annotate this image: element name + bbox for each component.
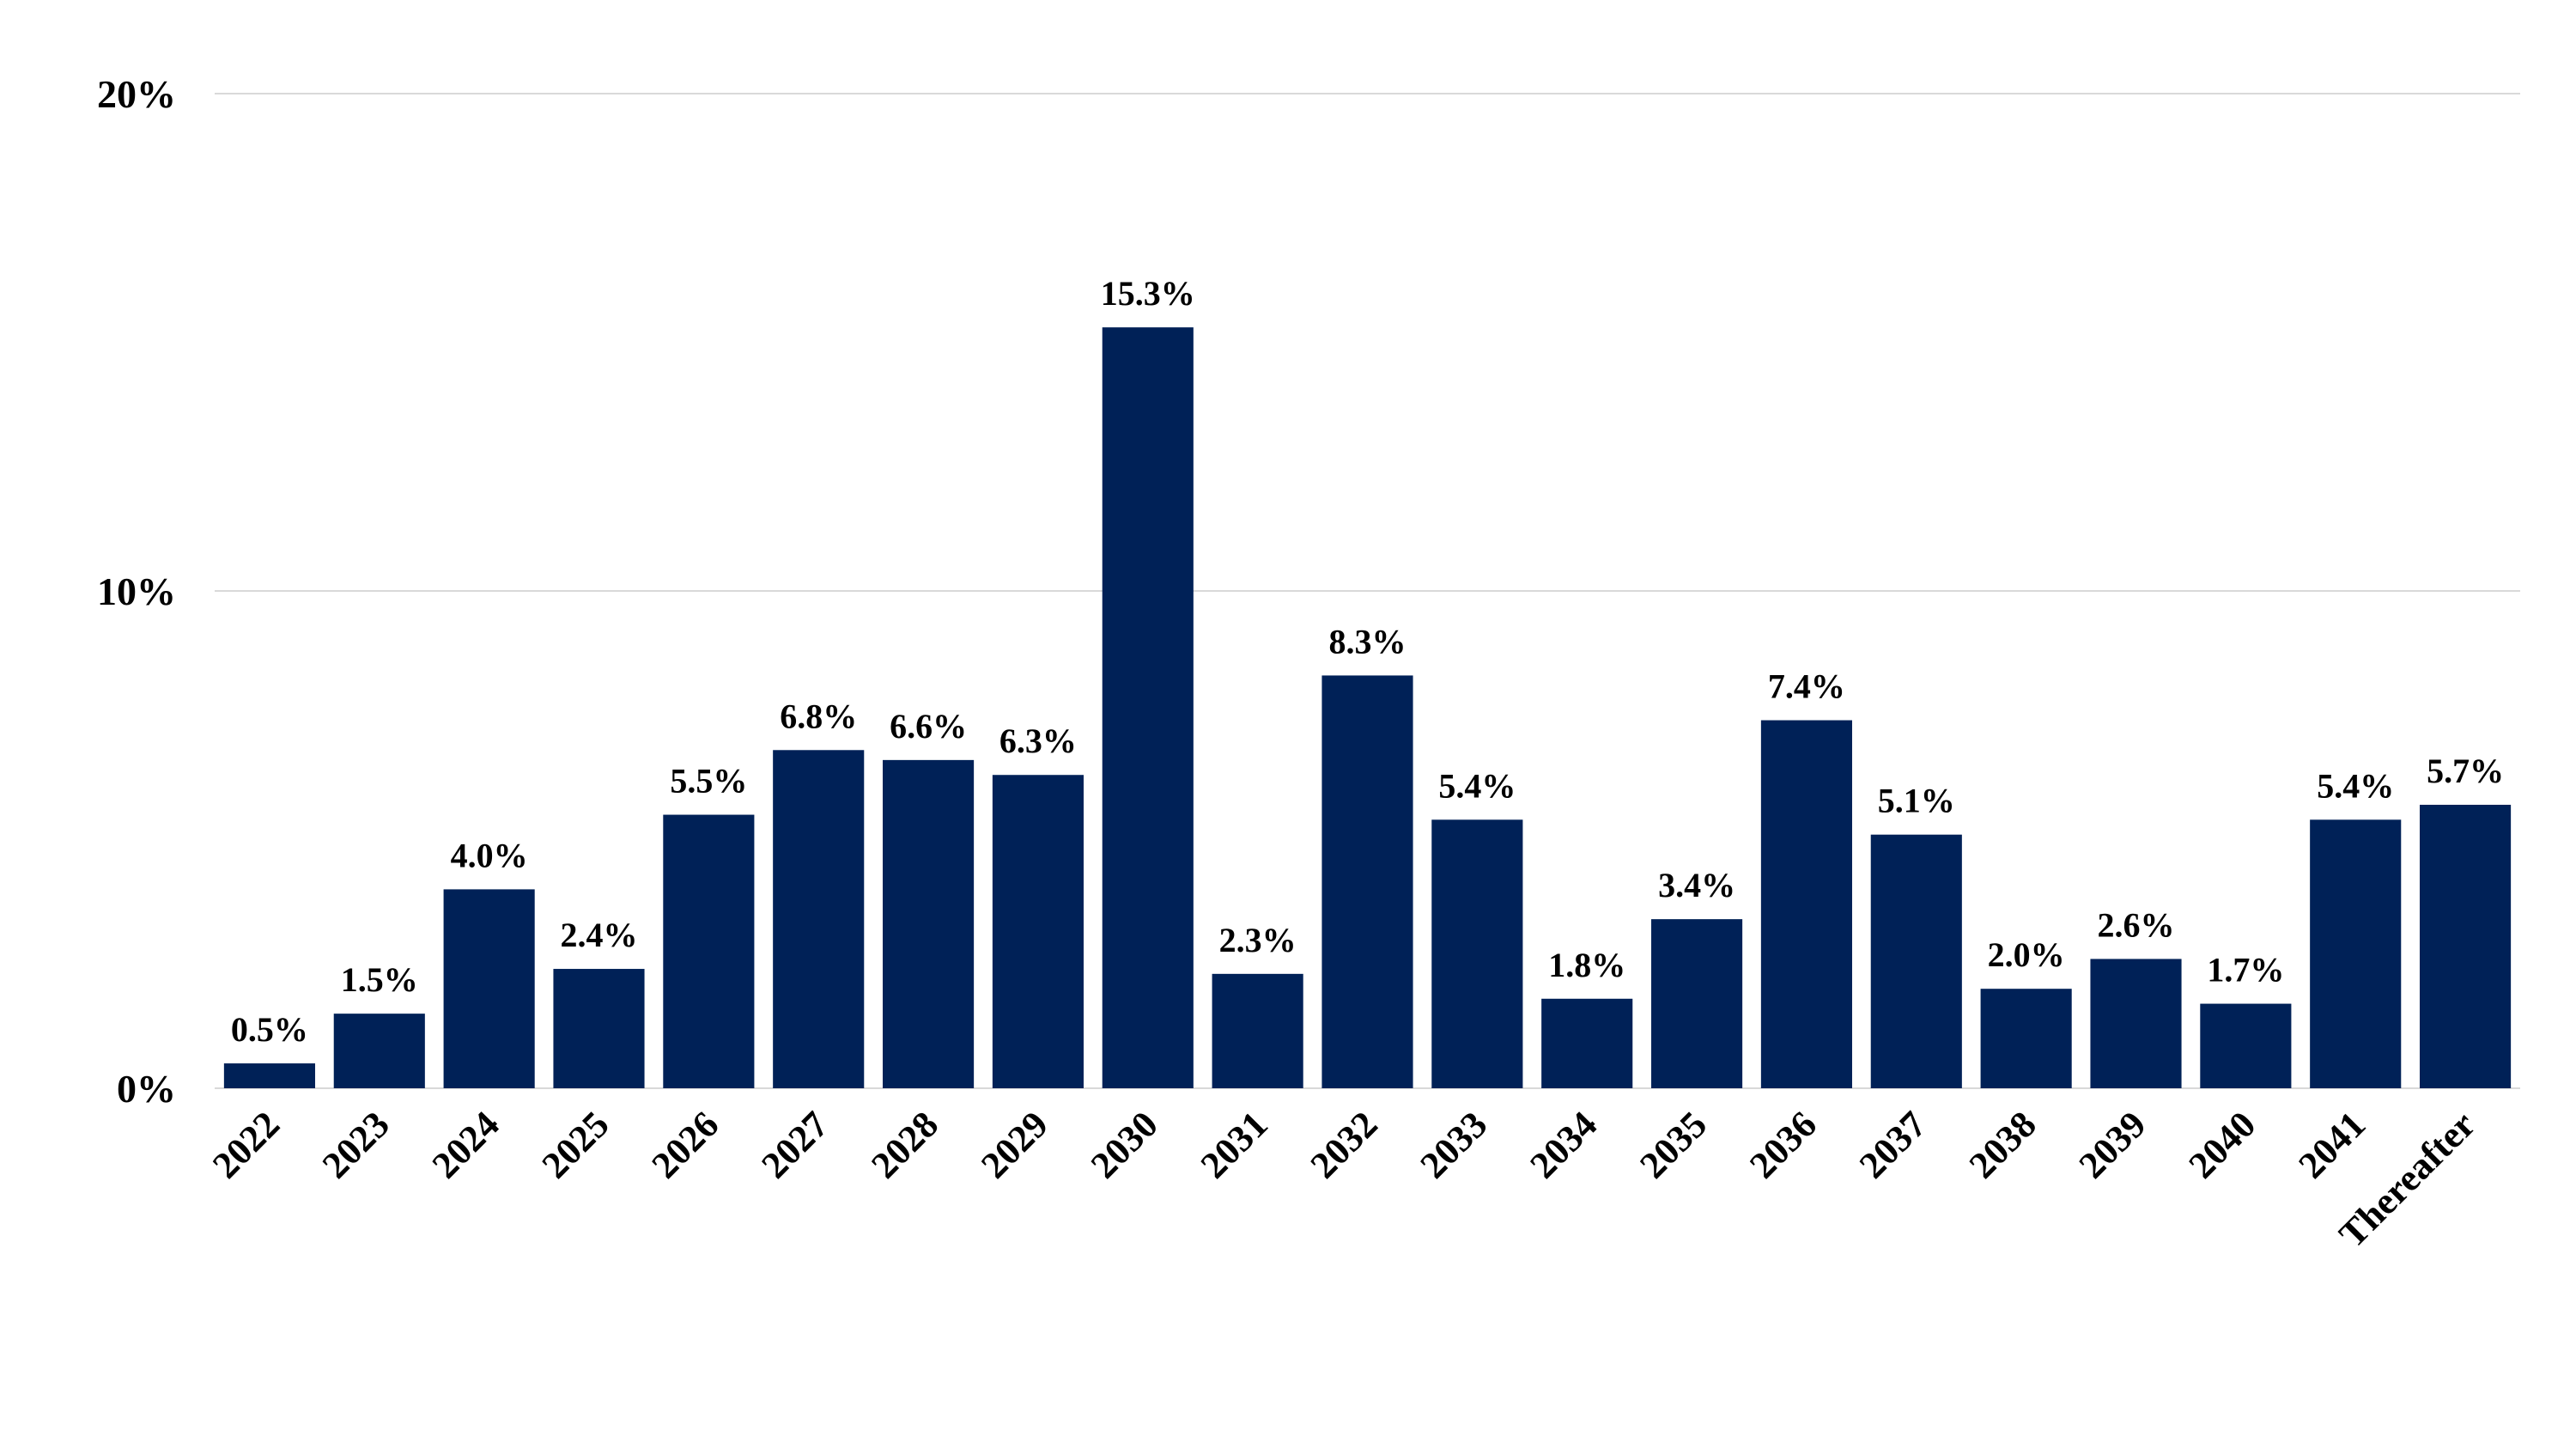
bar (773, 750, 865, 1088)
bar (223, 1063, 315, 1088)
bar (1102, 327, 1194, 1088)
x-tick-label: 2038 (1961, 1103, 2044, 1186)
x-tick-label: 2025 (534, 1103, 617, 1186)
x-tick-label: 2040 (2181, 1103, 2264, 1186)
bar (1541, 998, 1633, 1088)
bar (1760, 720, 1852, 1088)
bar (2310, 819, 2402, 1088)
data-label: 5.7% (2427, 752, 2504, 790)
data-label: 2.6% (2098, 905, 2175, 944)
x-tick-label: 2034 (1522, 1103, 1605, 1186)
data-label: 6.6% (890, 707, 967, 746)
data-labels: 0.5% 1.5% 4.0% 2.4% 5.5% 6.8% 6.6% 6.3% 15.3% 2.3… (231, 274, 2504, 1049)
data-label: 6.3% (999, 721, 1077, 760)
x-tick-label: 2027 (753, 1103, 836, 1186)
bar (1651, 919, 1743, 1088)
x-tick-label: 2036 (1741, 1103, 1825, 1186)
x-tick-label: 2039 (2071, 1103, 2154, 1186)
bar (2090, 959, 2182, 1088)
y-tick-label: 20% (97, 72, 176, 116)
bar (2200, 1003, 2292, 1088)
data-label: 2.4% (561, 916, 638, 954)
x-tick-label: 2029 (973, 1103, 1056, 1186)
data-label: 5.4% (2317, 766, 2394, 805)
data-label: 5.5% (670, 762, 747, 801)
bar (333, 1014, 425, 1088)
bar (1321, 675, 1413, 1088)
y-tick-label: 0% (117, 1067, 176, 1111)
data-label: 7.4% (1768, 667, 1845, 706)
bar (663, 814, 755, 1088)
x-tick-label: 2037 (1851, 1103, 1935, 1186)
data-label: 4.0% (451, 836, 528, 874)
x-tick-label: 2033 (1413, 1103, 1496, 1186)
data-label: 8.3% (1329, 622, 1406, 661)
bars (223, 327, 2512, 1088)
x-tick-label: 2024 (424, 1103, 507, 1186)
data-label: 15.3% (1101, 274, 1195, 313)
bar (992, 775, 1084, 1088)
data-label: 2.0% (1988, 935, 2065, 974)
data-label: 5.1% (1878, 782, 1955, 820)
x-tick-label: 2031 (1193, 1103, 1276, 1186)
bar (1980, 989, 2072, 1088)
data-label: 1.5% (341, 960, 418, 999)
x-tick-label: 2028 (863, 1103, 946, 1186)
x-tick-label: 2026 (644, 1103, 727, 1186)
data-label: 1.7% (2207, 951, 2284, 989)
y-axis-tick-labels: 0% 10% 20% (97, 72, 176, 1111)
bar (1212, 973, 1303, 1088)
data-label: 1.8% (1548, 946, 1625, 984)
bar (883, 759, 975, 1088)
bar (553, 969, 645, 1088)
x-tick-label: 2032 (1303, 1103, 1386, 1186)
data-label: 2.3% (1219, 921, 1297, 959)
data-label: 0.5% (231, 1010, 308, 1049)
data-label: 6.8% (780, 697, 857, 735)
x-tick-label: 2035 (1631, 1103, 1715, 1186)
x-tick-label: 2022 (204, 1103, 288, 1186)
y-tick-label: 10% (97, 569, 176, 613)
bar (2420, 804, 2512, 1088)
bar (1431, 819, 1523, 1088)
data-label: 3.4% (1658, 866, 1735, 904)
data-label: 5.4% (1438, 766, 1516, 805)
bar (1870, 834, 1962, 1088)
x-tick-label: 2041 (2290, 1103, 2373, 1186)
x-tick-label: 2023 (314, 1103, 398, 1186)
x-tick-label: 2030 (1083, 1103, 1166, 1186)
bar (443, 889, 535, 1088)
x-axis-category-labels: 2022 2023 2024 2025 2026 2027 2028 2029 2030 2031… (204, 1103, 2483, 1255)
